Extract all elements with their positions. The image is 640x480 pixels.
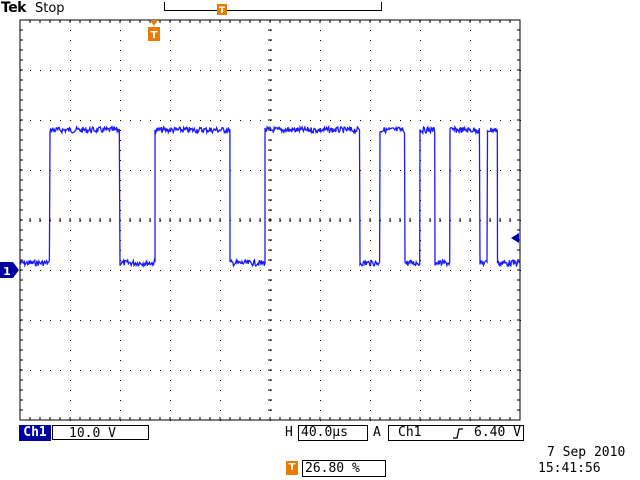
trigger-level-marker[interactable] (511, 233, 519, 243)
trigger-level: 6.40 V (474, 425, 521, 440)
ch1-label[interactable]: Ch1 (19, 425, 51, 441)
run-state: Stop (35, 1, 65, 16)
ch1-ground-marker[interactable]: 1 (0, 262, 19, 278)
graticule (19, 19, 521, 421)
horizontal-scale: 40.0µs (298, 425, 368, 441)
horizontal-label: H (285, 425, 293, 440)
rising-edge-icon (453, 428, 463, 439)
trigger-position-icon: T (286, 461, 298, 475)
ch1-scale: 10.0 V (52, 425, 149, 441)
trigger-marker-label: T (151, 30, 158, 41)
record-trigger-label: T (219, 6, 226, 16)
ch1-trace (19, 124, 521, 269)
date-readout: 7 Sep 2010 (547, 445, 626, 460)
trigger-position-marker[interactable]: T (148, 20, 160, 41)
trigger-mode: A (373, 425, 381, 440)
record-trigger-marker: T (217, 4, 227, 16)
time-readout: 15:41:56 (538, 461, 601, 476)
trigger-readout: Ch1 6.40 V (388, 425, 524, 441)
trigger-source: Ch1 (398, 425, 422, 440)
ch1-marker-label: 1 (3, 265, 11, 278)
record-length-bar (164, 2, 382, 11)
brand-logo: Tek (1, 0, 27, 16)
horizontal-position: 26.80 % (302, 460, 386, 477)
